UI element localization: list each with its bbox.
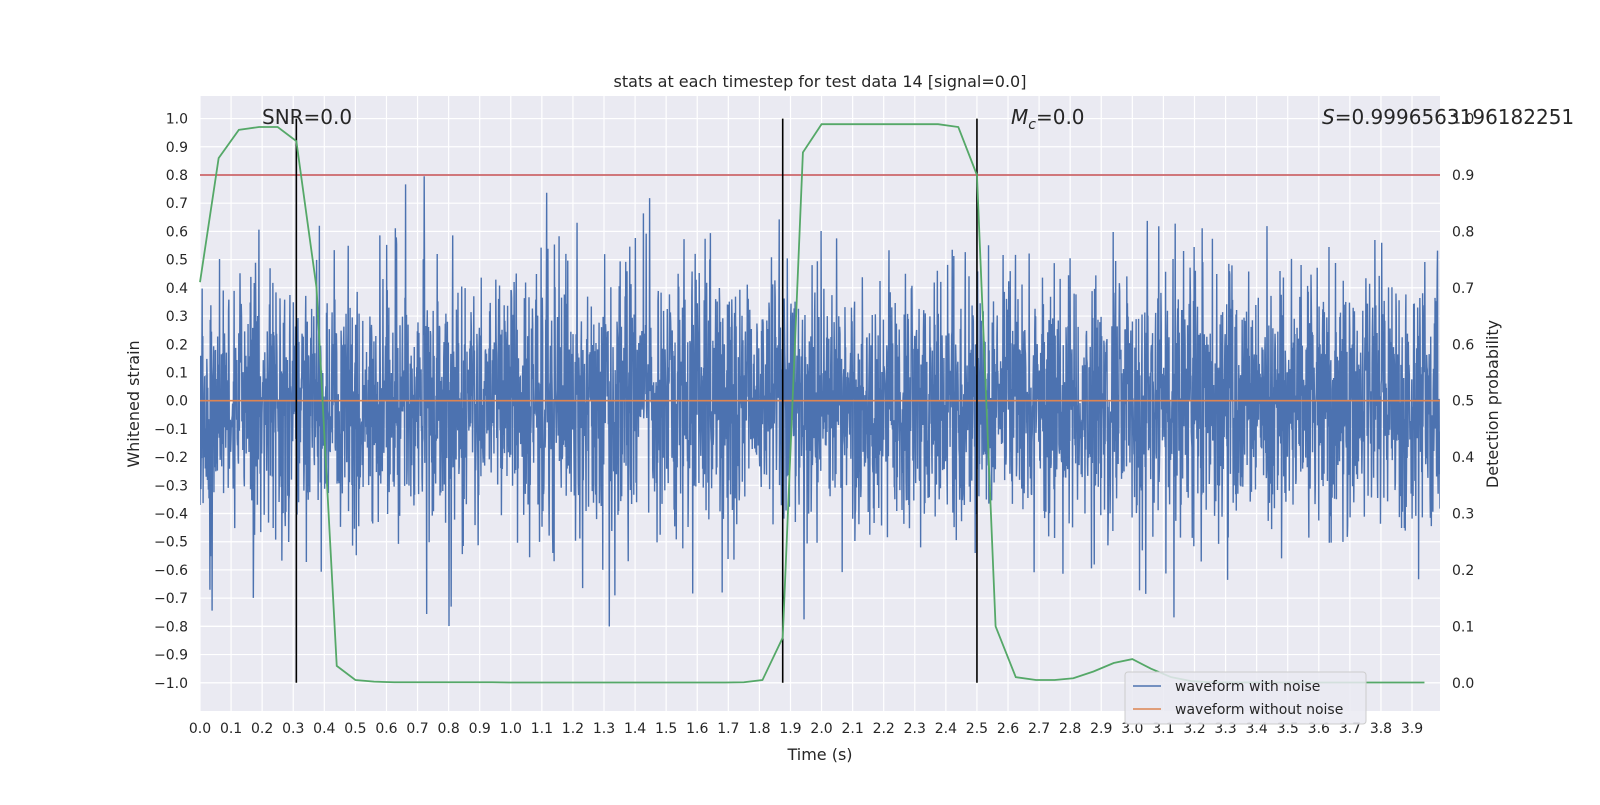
y-left-tick-label: −0.6 — [154, 563, 188, 579]
x-tick-label: 2.4 — [935, 721, 957, 737]
y-left-tick-label: 0.6 — [166, 224, 188, 240]
y-right-tick-label: 0.1 — [1452, 619, 1474, 635]
x-tick-label: 3.7 — [1339, 721, 1361, 737]
y-right-tick-label: 0.6 — [1452, 337, 1474, 353]
x-tick-label: 1.7 — [717, 721, 739, 737]
y-left-tick-label: 0.2 — [166, 337, 188, 353]
x-tick-label: 2.7 — [1028, 721, 1050, 737]
y-left-tick-label: −1.0 — [154, 676, 188, 692]
x-tick-label: 0.5 — [344, 721, 366, 737]
x-tick-label: 0.7 — [406, 721, 428, 737]
y-left-tick-label: −0.7 — [154, 591, 188, 607]
y-left-tick-label: −0.9 — [154, 648, 188, 664]
y-left-tick-label: 0.9 — [166, 140, 188, 156]
y-left-tick-label: −0.4 — [154, 507, 188, 523]
chart-title: stats at each timestep for test data 14 … — [614, 72, 1027, 91]
x-tick-label: 1.2 — [562, 721, 584, 737]
x-tick-label: 2.1 — [841, 721, 863, 737]
x-tick-label: 2.6 — [997, 721, 1019, 737]
legend: waveform with noise waveform without noi… — [1124, 671, 1367, 725]
x-tick-label: 1.3 — [593, 721, 615, 737]
x-tick-label: 1.1 — [531, 721, 553, 737]
y-axis-right-ticks: 1.0 0.9 0.8 0.7 0.6 0.5 0.4 0.3 0.2 0.1 0.0 — [1452, 112, 1474, 692]
annotation-snr: SNR=0.0 — [262, 105, 352, 129]
x-tick-label: 3.1 — [1152, 721, 1174, 737]
x-tick-label: 0.8 — [437, 721, 459, 737]
x-axis-ticks: 0.0 0.1 0.2 0.3 0.4 0.5 0.6 0.7 0.8 0.9 1.0 1.1 1.2 1… — [189, 721, 1423, 737]
x-tick-label: 0.9 — [469, 721, 491, 737]
legend-label-with-noise: waveform with noise — [1175, 679, 1320, 695]
waveform-with-noise-line — [200, 176, 1440, 627]
y-left-tick-label: 0.5 — [166, 253, 188, 269]
y-left-tick-label: 0.8 — [166, 168, 188, 184]
y-left-tick-label: −0.2 — [154, 450, 188, 466]
y-axis-right-label: Detection probability — [1483, 320, 1502, 488]
x-tick-label: 1.9 — [779, 721, 801, 737]
y-right-tick-label: 0.7 — [1452, 281, 1474, 297]
waveform-with-noise-series — [200, 176, 1440, 627]
annotation-score-value: =0.9996563196182251 — [1335, 105, 1574, 129]
annotation-chirp-mass-symbol: M — [1011, 105, 1028, 129]
y-right-tick-label: 1.0 — [1452, 112, 1474, 128]
x-tick-label: 3.3 — [1214, 721, 1236, 737]
y-right-tick-label: 0.4 — [1452, 450, 1474, 466]
annotation-chirp-mass: Mc=0.0 — [1011, 105, 1085, 133]
x-tick-label: 1.4 — [624, 721, 646, 737]
y-left-tick-label: −0.5 — [154, 535, 188, 551]
x-tick-label: 1.5 — [655, 721, 677, 737]
x-tick-label: 3.6 — [1308, 721, 1330, 737]
y-left-tick-label: −0.1 — [154, 422, 188, 438]
y-right-tick-label: 0.8 — [1452, 224, 1474, 240]
x-tick-label: 1.0 — [500, 721, 522, 737]
annotation-score-symbol: S — [1322, 105, 1335, 129]
x-tick-label: 3.8 — [1370, 721, 1392, 737]
x-tick-label: 0.2 — [251, 721, 273, 737]
x-tick-label: 3.0 — [1121, 721, 1143, 737]
legend-label-without-noise: waveform without noise — [1175, 702, 1343, 718]
x-tick-label: 2.3 — [904, 721, 926, 737]
x-tick-label: 3.2 — [1183, 721, 1205, 737]
y-right-tick-label: 0.0 — [1452, 676, 1474, 692]
y-axis-left-label: Whitened strain — [124, 340, 143, 467]
x-tick-label: 1.8 — [748, 721, 770, 737]
annotation-chirp-mass-value: =0.0 — [1036, 105, 1085, 129]
x-tick-label: 2.5 — [966, 721, 988, 737]
x-axis-label: Time (s) — [786, 745, 852, 764]
y-right-tick-label: 0.5 — [1452, 394, 1474, 410]
x-tick-label: 0.0 — [189, 721, 211, 737]
x-tick-label: 1.6 — [686, 721, 708, 737]
x-tick-label: 0.1 — [220, 721, 242, 737]
y-right-tick-label: 0.2 — [1452, 563, 1474, 579]
annotation-score: S=0.9996563196182251 — [1322, 105, 1574, 129]
x-tick-label: 2.2 — [873, 721, 895, 737]
x-tick-label: 2.9 — [1090, 721, 1112, 737]
annotation-chirp-mass-subscript: c — [1028, 117, 1036, 133]
y-left-tick-label: −0.8 — [154, 619, 188, 635]
x-tick-label: 0.4 — [313, 721, 335, 737]
x-tick-label: 3.5 — [1277, 721, 1299, 737]
x-tick-label: 2.8 — [1059, 721, 1081, 737]
y-left-tick-label: 0.4 — [166, 281, 188, 297]
x-tick-label: 0.6 — [375, 721, 397, 737]
legend-frame — [1124, 671, 1367, 725]
y-left-tick-label: 0.1 — [166, 365, 188, 381]
x-tick-label: 3.9 — [1401, 721, 1423, 737]
x-tick-label: 3.4 — [1246, 721, 1268, 737]
y-left-tick-label: 0.0 — [166, 394, 188, 410]
y-left-tick-label: 1.0 — [166, 112, 188, 128]
x-tick-label: 0.3 — [282, 721, 304, 737]
x-tick-label: 2.0 — [810, 721, 832, 737]
event-markers — [295, 118, 978, 683]
y-axis-left-ticks: 1.0 0.9 0.8 0.7 0.6 0.5 0.4 0.3 0.2 0.1 0.0 −0.1 −0.… — [154, 112, 188, 692]
y-left-tick-label: 0.3 — [166, 309, 188, 325]
y-left-tick-label: −0.3 — [154, 478, 188, 494]
y-left-tick-label: 0.7 — [166, 196, 188, 212]
y-right-tick-label: 0.3 — [1452, 507, 1474, 523]
y-right-tick-label: 0.9 — [1452, 168, 1474, 184]
